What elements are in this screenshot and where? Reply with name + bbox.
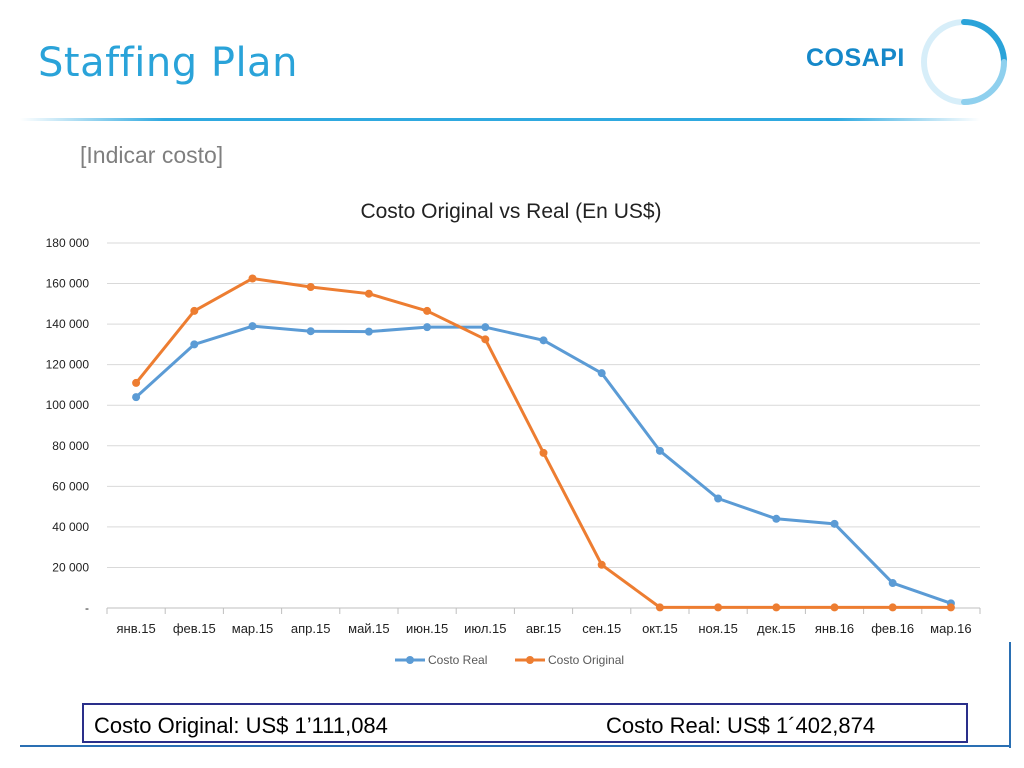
page-subtitle: [Indicar costo] [80, 142, 224, 168]
x-tick-label: фев.15 [173, 621, 216, 636]
data-point [306, 327, 315, 336]
y-tick-label: 160 000 [46, 277, 90, 291]
y-tick-label: 40 000 [52, 520, 89, 534]
x-tick-label: мар.16 [930, 621, 971, 636]
data-point [306, 283, 315, 292]
x-tick-label: дек.15 [757, 621, 796, 636]
data-point [248, 322, 257, 331]
company-logo-ring-icon [921, 19, 1007, 105]
data-point [190, 306, 199, 315]
data-point [364, 289, 373, 298]
y-tick-label: - [85, 601, 89, 615]
y-tick-label: 60 000 [52, 479, 89, 493]
data-point [714, 603, 723, 612]
data-point [597, 560, 606, 569]
x-tick-label: янв.16 [815, 621, 854, 636]
data-point [190, 340, 199, 349]
data-point [946, 603, 955, 612]
series-line-costo-real [135, 324, 952, 605]
data-point [364, 327, 373, 336]
title-divider [20, 118, 980, 121]
data-point [423, 323, 432, 332]
legend-label: Costo Original [548, 653, 624, 667]
data-point [830, 519, 839, 528]
x-tick-label: ноя.15 [698, 621, 738, 636]
data-point [481, 323, 490, 332]
data-point [830, 603, 839, 612]
cost-summary-box: Costo Original: US$ 1’111,084 Costo Real… [82, 703, 968, 743]
company-logo-text: COSAPI [806, 44, 905, 72]
legend-marker [406, 656, 414, 664]
x-tick-label: сен.15 [582, 621, 621, 636]
data-point [714, 494, 723, 503]
frame-right-line [1009, 642, 1011, 748]
y-tick-label: 20 000 [52, 560, 89, 574]
data-point [888, 603, 897, 612]
data-point [481, 335, 490, 344]
chart-title: Costo Original vs Real (En US$) [360, 200, 661, 223]
summary-real-cost: Costo Real: US$ 1´402,874 [606, 713, 876, 738]
page-title: Staffing Plan [38, 40, 298, 86]
data-point [423, 306, 432, 315]
y-tick-label: 80 000 [52, 439, 89, 453]
legend-label: Costo Real [428, 653, 487, 667]
data-point [888, 579, 897, 588]
y-tick-label: 120 000 [46, 358, 90, 372]
y-tick-label: 180 000 [46, 236, 90, 250]
x-tick-label: май.15 [348, 621, 390, 636]
chart-legend: Costo Real Costo Original [395, 653, 624, 667]
cost-line-chart: Costo Original vs Real (En US$) янв.15 фе… [46, 200, 981, 667]
legend-marker [526, 656, 534, 664]
x-tick-label: апр.15 [291, 621, 331, 636]
x-tick-label: мар.15 [232, 621, 273, 636]
x-tick-label: июл.15 [464, 621, 506, 636]
data-point [655, 446, 664, 455]
data-point [597, 369, 606, 378]
x-tick-label: окт.15 [642, 621, 678, 636]
data-point [772, 603, 781, 612]
frame-bottom-line [20, 745, 1010, 747]
data-point [132, 378, 141, 387]
x-tick-label: июн.15 [406, 621, 448, 636]
data-point [772, 514, 781, 523]
y-tick-label: 140 000 [46, 317, 90, 331]
data-point [655, 603, 664, 612]
data-point [248, 274, 257, 283]
x-tick-label: авг.15 [526, 621, 561, 636]
summary-original-cost: Costo Original: US$ 1’111,084 [94, 713, 388, 738]
data-point [132, 393, 141, 402]
data-point [539, 448, 548, 457]
y-tick-label: 100 000 [46, 398, 90, 412]
x-tick-label: фев.16 [871, 621, 914, 636]
data-point [539, 336, 548, 345]
x-tick-label: янв.15 [116, 621, 155, 636]
